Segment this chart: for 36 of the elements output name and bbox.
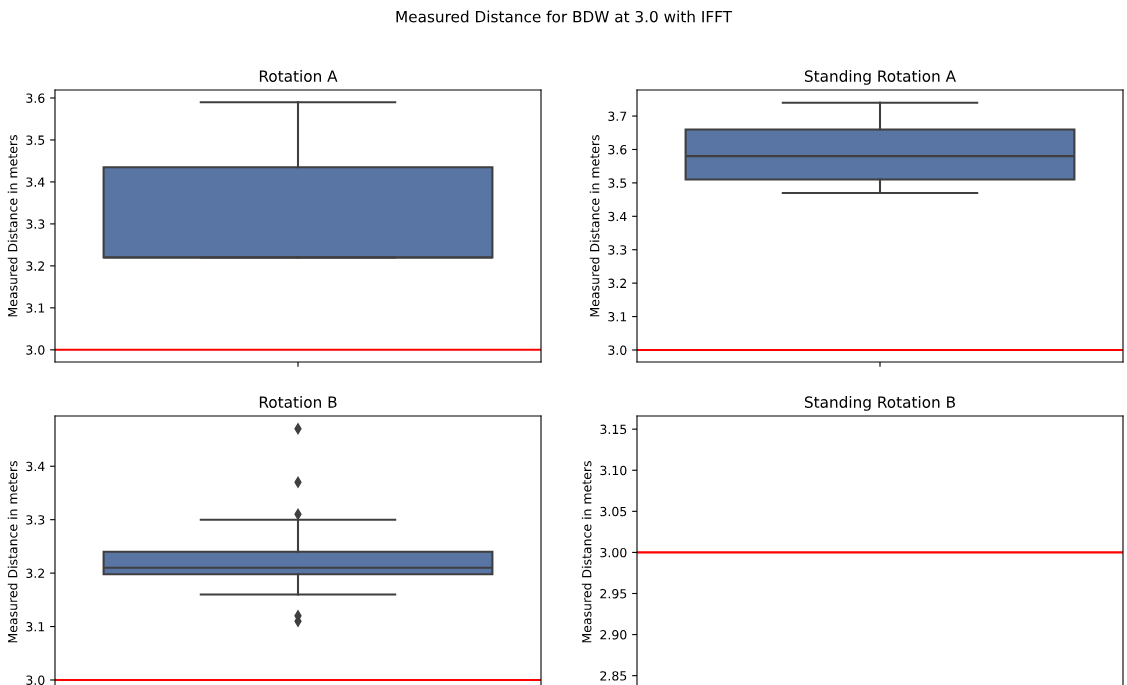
y-tick-label: 3.05	[600, 506, 627, 517]
y-tick-label: 3.0	[608, 345, 627, 355]
chart-title: Rotation B	[259, 396, 337, 408]
y-tick-label: 3.2	[26, 261, 45, 271]
y-axis-title: Measured Distance in meters	[589, 135, 600, 317]
y-tick-label: 3.3	[26, 515, 45, 525]
y-tick-label: 2.90	[600, 630, 627, 640]
y-tick-label: 3.4	[26, 177, 45, 187]
y-tick-label: 3.6	[608, 144, 627, 155]
y-axis-title: Measured Distance in meters	[581, 461, 592, 643]
y-tick-label: 3.2	[608, 278, 627, 289]
y-tick-label: 3.4	[608, 211, 627, 222]
y-tick-label: 3.1	[26, 622, 45, 632]
y-tick-label: 2.95	[600, 588, 627, 599]
y-tick-label: 3.1	[608, 312, 627, 322]
y-tick-label: 3.7	[608, 111, 627, 121]
y-tick-label: 3.5	[26, 135, 45, 145]
y-tick-label: 3.0	[26, 675, 45, 685]
text: Measured Distance for BDW at 3.0 with IFFT	[396, 10, 733, 23]
y-tick-label: 3.4	[26, 461, 45, 472]
y-tick-label: 3.2	[26, 568, 45, 579]
y-tick-label: 3.5	[608, 178, 627, 188]
y-tick-label: 3.0	[26, 345, 45, 355]
y-tick-label: 3.3	[26, 219, 45, 229]
chart-title: Standing Rotation A	[804, 70, 956, 85]
chart-title: Rotation A	[259, 70, 338, 82]
chart-title: Standing Rotation B	[804, 396, 955, 411]
y-tick-label: 3.3	[608, 245, 627, 255]
y-tick-label: 3.1	[26, 303, 45, 313]
y-axis-title: Measured Distance in meters	[7, 135, 18, 317]
y-tick-label: 3.00	[600, 547, 627, 558]
y-tick-label: 3.6	[26, 93, 45, 103]
y-axis-title: Measured Distance in meters	[7, 461, 18, 643]
y-tick-label: 3.15	[600, 424, 627, 435]
y-tick-label: 2.85	[600, 671, 627, 681]
y-tick-label: 3.10	[600, 465, 627, 476]
